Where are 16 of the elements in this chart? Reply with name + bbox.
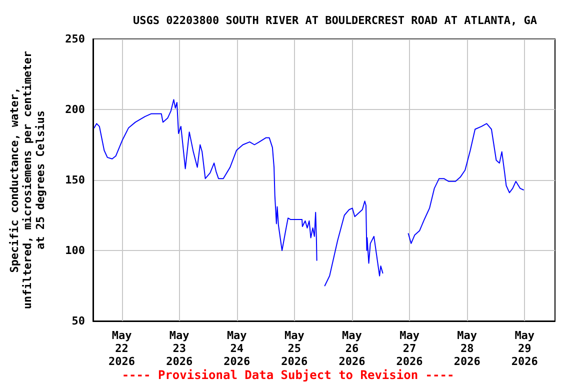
y-tick-label: 150 — [65, 174, 85, 186]
y-axis-title: Specific conductance, water, unfiltered, microsiemens per centimeter at 25 degrees Celsius — [8, 50, 47, 310]
x-tick-label: May 22 2026 — [108, 329, 136, 368]
chart-title: USGS 02203800 SOUTH RIVER AT BOULDERCREST ROAD AT ATLANTA, GA — [133, 14, 538, 27]
y-tick-label: 50 — [72, 314, 85, 328]
x-tick-label: May 28 2026 — [454, 329, 481, 368]
x-tick-label: May 26 2026 — [338, 329, 366, 368]
y-tick-label: 100 — [65, 244, 85, 257]
x-tick-label: May 25 2026 — [281, 329, 308, 368]
x-tick-label: May 23 2026 — [166, 329, 193, 368]
y-tick-label: 200 — [65, 103, 85, 116]
y-tick-label: 250 — [65, 32, 85, 46]
x-tick-label: May 29 2026 — [511, 329, 538, 368]
x-tick-label: May 24 2026 — [224, 329, 250, 368]
x-tick-label: May 27 2026 — [396, 329, 424, 368]
text: ---- Provisional Data Subject to Revision ---- — [122, 368, 454, 382]
